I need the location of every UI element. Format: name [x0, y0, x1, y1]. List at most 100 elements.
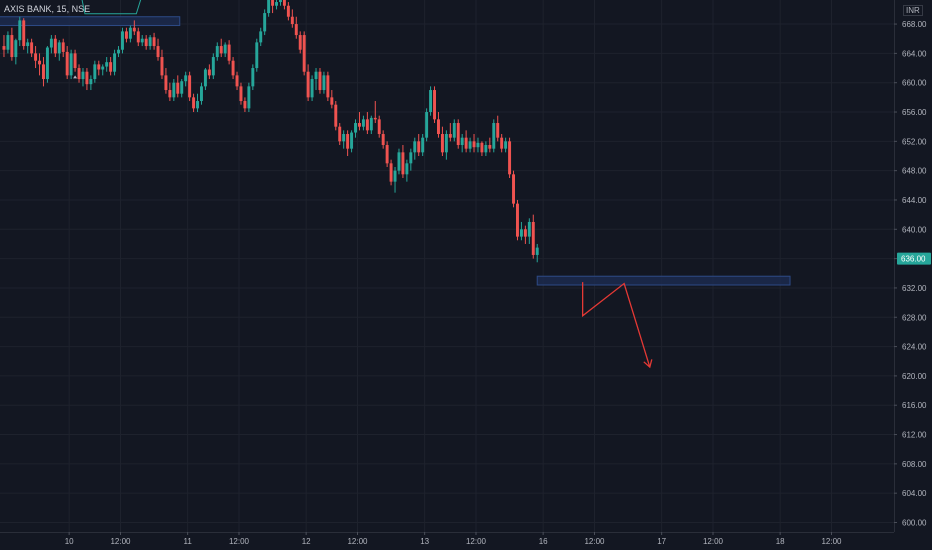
- candle-body: [476, 142, 480, 148]
- candle: [73, 49, 77, 72]
- candle: [247, 82, 251, 113]
- candle: [298, 31, 302, 54]
- supply-zone: [536, 275, 791, 286]
- candle-body: [346, 134, 350, 149]
- price-tick-label: 628.00: [902, 313, 927, 322]
- candle: [282, 0, 286, 10]
- price-tick-label: 660.00: [902, 79, 927, 88]
- candle-body: [298, 35, 302, 50]
- candle: [2, 35, 6, 58]
- candle: [200, 82, 203, 105]
- candle: [97, 60, 101, 76]
- price-tick-label: 604.00: [902, 489, 927, 498]
- time-tick-label: 12:00: [584, 537, 605, 546]
- candle: [148, 35, 152, 50]
- candle: [350, 130, 354, 153]
- candle: [263, 9, 267, 36]
- candle: [381, 130, 385, 149]
- candle-body: [393, 170, 397, 182]
- candle-body: [512, 174, 515, 204]
- candle: [152, 32, 156, 50]
- candle-body: [496, 123, 500, 138]
- candle-body: [117, 49, 120, 54]
- candle: [65, 46, 69, 80]
- candle-body: [369, 117, 373, 131]
- candle-body: [310, 79, 314, 98]
- candle-body: [456, 123, 460, 146]
- candle: [180, 79, 184, 98]
- price-tick-label: 668.00: [902, 20, 927, 29]
- candle-body: [259, 31, 263, 43]
- candle: [421, 134, 425, 156]
- candle: [93, 60, 97, 83]
- candle-body: [464, 137, 468, 149]
- candle-body: [128, 27, 132, 39]
- candle-body: [22, 20, 26, 47]
- candle-body: [365, 119, 369, 131]
- symbol-interval: 15: [56, 4, 67, 14]
- time-tick-label: 17: [657, 537, 666, 546]
- candle-body: [271, 0, 275, 6]
- candle: [219, 38, 223, 58]
- candle-body: [45, 47, 49, 80]
- candle: [508, 137, 512, 178]
- candle-body: [275, 2, 278, 6]
- candle-body: [73, 53, 77, 69]
- candle-body: [211, 57, 215, 76]
- candle: [346, 130, 350, 156]
- time-tick-label: 12:00: [821, 537, 842, 546]
- candle: [440, 126, 444, 156]
- candle-body: [251, 68, 255, 87]
- candle: [433, 86, 436, 124]
- price-tick-label: 632.00: [902, 284, 927, 293]
- candle: [259, 27, 263, 47]
- candle-body: [448, 134, 452, 138]
- candle: [330, 90, 334, 109]
- candle-body: [385, 145, 389, 164]
- candle-body: [519, 229, 523, 237]
- candle: [61, 38, 65, 58]
- candle: [77, 64, 81, 83]
- candle-body: [227, 44, 231, 61]
- candle: [156, 38, 160, 61]
- candle-body: [468, 141, 472, 149]
- candle: [227, 40, 231, 65]
- symbol-title[interactable]: AXIS BANK, 15, NSE: [4, 4, 90, 14]
- candle: [306, 64, 310, 102]
- time-tick-label: 12:00: [110, 537, 131, 546]
- candle: [417, 134, 421, 156]
- candle-body: [192, 97, 196, 109]
- candle-body: [397, 152, 401, 171]
- candle-body: [2, 46, 6, 50]
- currency-label[interactable]: INR: [903, 5, 923, 16]
- candle-body: [132, 27, 136, 32]
- candle: [14, 38, 18, 65]
- candle-body: [239, 86, 243, 102]
- candle: [389, 159, 393, 186]
- candle-body: [168, 90, 172, 98]
- candle: [393, 166, 397, 193]
- candle-body: [101, 66, 105, 70]
- candle-body: [267, 0, 271, 14]
- candle-body: [290, 16, 294, 25]
- candle: [144, 35, 148, 50]
- candle-body: [184, 75, 188, 82]
- candle: [314, 68, 318, 91]
- candle: [45, 46, 49, 83]
- price-tick-label: 616.00: [902, 401, 927, 410]
- price-tick-label: 644.00: [902, 196, 927, 205]
- price-tick-label: 600.00: [902, 519, 927, 528]
- candle: [354, 119, 357, 138]
- candle-body: [30, 42, 34, 54]
- candle: [38, 53, 41, 76]
- candle: [464, 130, 468, 153]
- price-axis: 600.00 604.00 608.00 612.00 616.00 620.00 624.…: [894, 0, 931, 532]
- candle: [42, 57, 45, 87]
- candle: [188, 71, 192, 102]
- candle: [26, 38, 30, 54]
- symbol-separator-1: ,: [51, 4, 57, 14]
- candle: [69, 49, 73, 80]
- candle-body: [243, 101, 247, 109]
- candle-body: [330, 97, 334, 105]
